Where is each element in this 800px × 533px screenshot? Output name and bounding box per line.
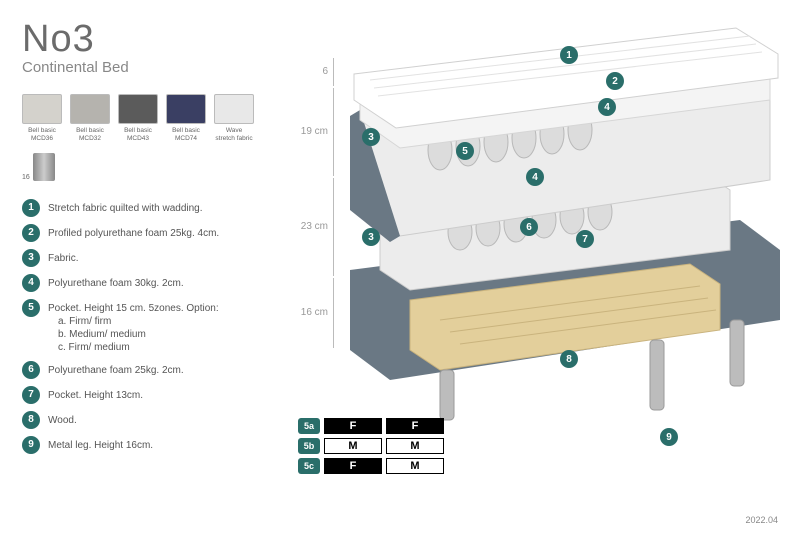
legend-text: Pocket. Height 13cm. (48, 386, 143, 402)
firmness-row: 5b MM (298, 438, 444, 454)
footer-date: 2022.04 (745, 515, 778, 525)
firmness-row: 5c FM (298, 458, 444, 474)
firmness-cell: F (324, 458, 382, 474)
swatch-label: Bell basicMCD74 (166, 127, 206, 143)
legend-badge: 6 (22, 361, 40, 379)
legend-text: Polyurethane foam 25kg. 2cm. (48, 361, 184, 377)
swatch-label: Bell basicMCD43 (118, 127, 158, 143)
callout-marker: 1 (560, 46, 578, 64)
legend-text: Profiled polyurethane foam 25kg. 4cm. (48, 224, 219, 240)
fabric-swatch: Bell basicMCD74 (166, 94, 206, 143)
legend-item: 1 Stretch fabric quilted with wadding. (22, 199, 292, 217)
firmness-badge: 5a (298, 418, 320, 434)
swatch-chip (214, 94, 254, 124)
firmness-badge: 5c (298, 458, 320, 474)
swatch-chip (118, 94, 158, 124)
legend-subitem: c. Firm/ medium (58, 341, 219, 354)
legend-badge: 2 (22, 224, 40, 242)
legend-text: Wood. (48, 411, 77, 427)
dimension-label: 23 cm (300, 178, 334, 276)
callout-marker: 2 (606, 72, 624, 90)
fabric-swatch: Bell basicMCD32 (70, 94, 110, 143)
legend-text: Polyurethane foam 30kg. 2cm. (48, 274, 184, 290)
legend-badge: 8 (22, 411, 40, 429)
legend-item: 3 Fabric. (22, 249, 292, 267)
firmness-row: 5a FF (298, 418, 444, 434)
swatch-label: Bell basicMCD36 (22, 127, 62, 143)
legend-badge: 4 (22, 274, 40, 292)
fabric-swatch: Bell basicMCD36 (22, 94, 62, 143)
swatch-label: Wavestretch fabric (214, 127, 254, 143)
legend-badge: 9 (22, 436, 40, 454)
firmness-cell: M (386, 438, 444, 454)
legend-badge: 7 (22, 386, 40, 404)
legend-item: 6 Polyurethane foam 25kg. 2cm. (22, 361, 292, 379)
swatch-chip (70, 94, 110, 124)
callout-marker: 3 (362, 128, 380, 146)
firmness-badge: 5b (298, 438, 320, 454)
dimension-label: 6 (300, 58, 334, 86)
firmness-cell: F (386, 418, 444, 434)
legend-item: 4 Polyurethane foam 30kg. 2cm. (22, 274, 292, 292)
legend-badge: 5 (22, 299, 40, 317)
callout-marker: 7 (576, 230, 594, 248)
callout-marker: 5 (456, 142, 474, 160)
swatch-chip (166, 94, 206, 124)
legend-subitem: a. Firm/ firm (58, 315, 219, 328)
callout-marker: 3 (362, 228, 380, 246)
leg-height-label: 16 (22, 174, 30, 181)
callout-marker: 9 (660, 428, 678, 446)
legend-item: 9 Metal leg. Height 16cm. (22, 436, 292, 454)
legend-item: 2 Profiled polyurethane foam 25kg. 4cm. (22, 224, 292, 242)
legend-item: 5 Pocket. Height 15 cm. 5zones. Option:a… (22, 299, 292, 354)
fabric-swatch: Bell basicMCD43 (118, 94, 158, 143)
legend-item: 8 Wood. (22, 411, 292, 429)
firmness-options-table: 5a FF5b MM5c FM (298, 418, 444, 478)
legend-subitem: b. Medium/ medium (58, 328, 219, 341)
dimension-label: 19 cm (300, 88, 334, 176)
callout-marker: 4 (526, 168, 544, 186)
firmness-cell: F (324, 418, 382, 434)
leg-icon (33, 153, 55, 181)
legend-badge: 1 (22, 199, 40, 217)
legend-text: Pocket. Height 15 cm. 5zones. Option:a. … (48, 299, 219, 354)
legend-text: Fabric. (48, 249, 79, 265)
dimension-label: 16 cm (300, 278, 334, 348)
callout-marker: 8 (560, 350, 578, 368)
callout-marker: 4 (598, 98, 616, 116)
swatch-chip (22, 94, 62, 124)
legend-text: Stretch fabric quilted with wadding. (48, 199, 203, 215)
legend-item: 7 Pocket. Height 13cm. (22, 386, 292, 404)
fabric-swatch: Wavestretch fabric (214, 94, 254, 143)
firmness-cell: M (324, 438, 382, 454)
legend-badge: 3 (22, 249, 40, 267)
swatch-label: Bell basicMCD32 (70, 127, 110, 143)
callout-marker: 6 (520, 218, 538, 236)
firmness-cell: M (386, 458, 444, 474)
legend-text: Metal leg. Height 16cm. (48, 436, 153, 452)
